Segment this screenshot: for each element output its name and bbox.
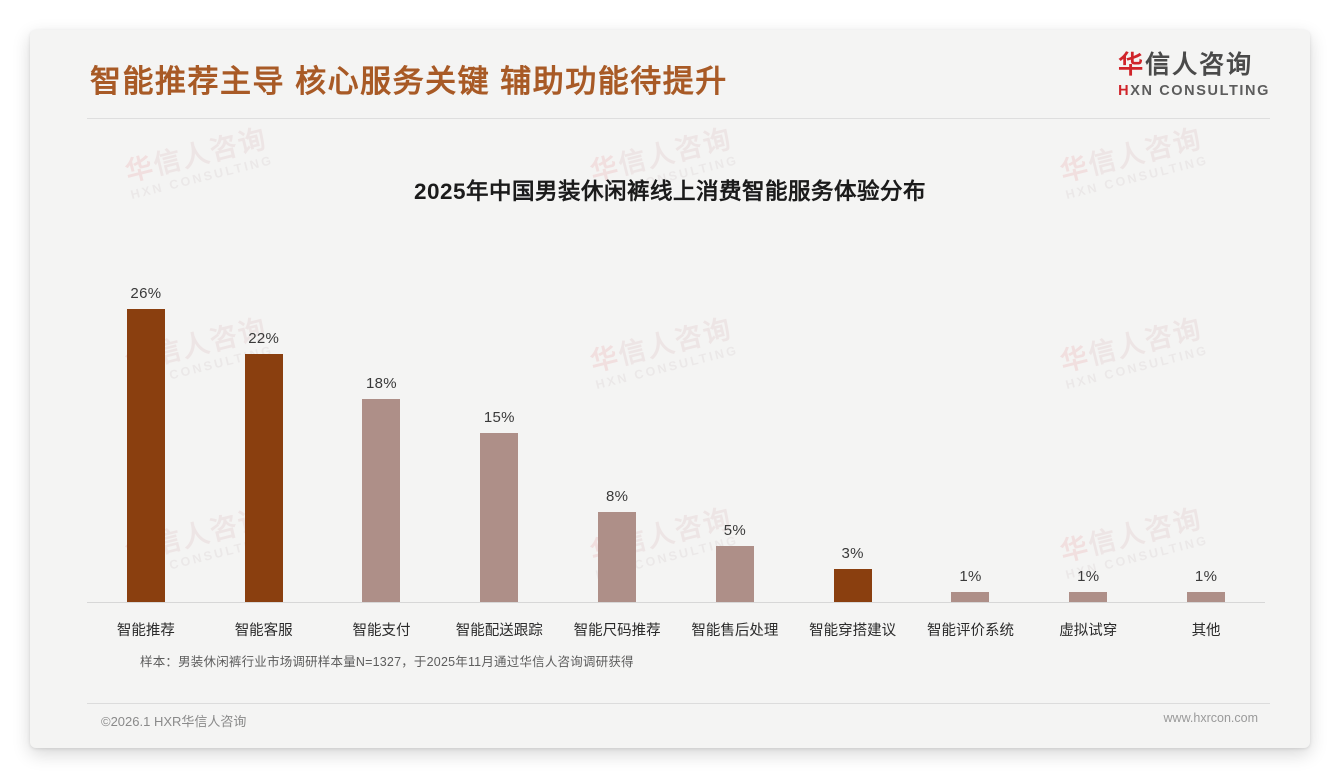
bar-slot: 22% 智能客服 <box>205 262 323 639</box>
bar-slot: 3% 智能穿搭建议 <box>794 262 912 639</box>
bar[interactable] <box>833 569 872 603</box>
copyright-text: ©2026.1 HXR华信人咨询 <box>101 714 247 729</box>
bar-value-label: 1% <box>1077 567 1100 585</box>
bar[interactable] <box>598 512 637 603</box>
bar-series: 26% 智能推荐 22% 智能客服 18% 智能支付 15% 智能配送跟踪 8% 智能尺码推荐 5%… <box>87 262 1265 639</box>
bar-value-label: 15% <box>483 409 515 427</box>
category-label: 智能售后处理 <box>691 623 779 639</box>
category-label: 智能客服 <box>234 623 293 639</box>
bar-slot: 1% 虚拟试穿 <box>1029 262 1147 639</box>
bar-slot: 26% 智能推荐 <box>87 262 205 639</box>
logo-english-text: HXN CONSULTING <box>1118 83 1270 99</box>
category-label: 智能推荐 <box>116 623 175 639</box>
bar-chart-plot: 26% 智能推荐 22% 智能客服 18% 智能支付 15% 智能配送跟踪 8% 智能尺码推荐 5%… <box>87 262 1265 642</box>
bar[interactable] <box>244 353 283 603</box>
page-title: 智能推荐主导 核心服务关键 辅助功能待提升 <box>90 64 728 99</box>
category-label: 其他 <box>1191 623 1221 639</box>
logo-en-rest: XN CONSULTING <box>1130 82 1270 99</box>
website-link[interactable]: www.hxrcon.com <box>1163 711 1258 725</box>
slide-header: 智能推荐主导 核心服务关键 辅助功能待提升 华信人咨询 HXN CONSULTI… <box>30 30 1310 122</box>
bar-slot: 5% 智能售后处理 <box>676 262 794 639</box>
bar-value-label: 3% <box>841 545 864 563</box>
bar-value-label: 18% <box>366 375 397 393</box>
bar-slot: 1% 其他 <box>1147 262 1265 639</box>
chart-title: 2025年中国男装休闲裤线上消费智能服务体验分布 <box>413 179 927 204</box>
category-label: 智能评价系统 <box>926 623 1014 639</box>
bar-value-label: 1% <box>1194 567 1218 585</box>
bar[interactable] <box>126 308 165 603</box>
category-label: 智能尺码推荐 <box>573 623 661 639</box>
bar-slot: 15% 智能配送跟踪 <box>440 262 558 639</box>
category-label: 智能配送跟踪 <box>455 623 543 639</box>
x-axis-line <box>87 602 1265 603</box>
chart-area: 2025年中国男装休闲裤线上消费智能服务体验分布 26% 智能推荐 22% 智能客服 1… <box>30 122 1310 648</box>
logo-en-red: H <box>1118 82 1131 99</box>
slide-footer: ©2026.1 HXR华信人咨询 www.hxrcon.com <box>87 711 1270 731</box>
header-divider <box>87 118 1270 119</box>
bar[interactable] <box>1069 591 1108 603</box>
slide-card: 华信人咨询 HXN CONSULTING 华信人咨询 HXN CONSULTIN… <box>30 30 1310 748</box>
category-label: 智能支付 <box>352 623 411 639</box>
logo-cn-rest: 信人咨询 <box>1145 51 1254 79</box>
bar-value-label: 22% <box>248 329 280 347</box>
logo-cn-red: 华 <box>1118 51 1146 79</box>
bar-value-label: 1% <box>959 567 982 585</box>
bar[interactable] <box>715 546 754 603</box>
bar-value-label: 5% <box>723 522 747 540</box>
bar[interactable] <box>1187 591 1226 603</box>
bar-slot: 8% 智能尺码推荐 <box>558 262 676 639</box>
category-label: 智能穿搭建议 <box>809 623 897 639</box>
logo-chinese-text: 华信人咨询 <box>1118 51 1270 80</box>
bar-value-label: 26% <box>130 284 162 302</box>
footer-divider <box>87 703 1270 704</box>
bar-slot: 18% 智能支付 <box>323 262 441 639</box>
bar[interactable] <box>362 399 401 603</box>
category-label: 虚拟试穿 <box>1059 623 1118 639</box>
bar[interactable] <box>480 433 519 603</box>
bar[interactable] <box>951 591 990 603</box>
source-footnote: 样本：男装休闲裤行业市场调研样本量N=1327，于2025年11月通过华信人咨询… <box>140 655 634 669</box>
bar-slot: 1% 智能评价系统 <box>912 262 1030 639</box>
bar-value-label: 8% <box>605 488 629 506</box>
brand-logo: 华信人咨询 HXN CONSULTING <box>1118 51 1270 99</box>
